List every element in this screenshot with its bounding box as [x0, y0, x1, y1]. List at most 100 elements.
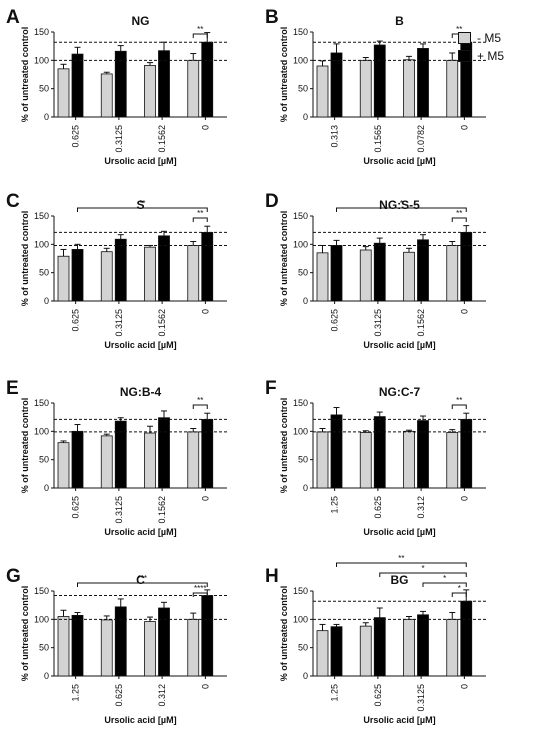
legend: - M5 + M5 [458, 29, 504, 65]
significance-label: * [421, 564, 424, 573]
legend-swatch-minus-m5 [458, 32, 471, 44]
x-axis-label: Ursolic acid [µM] [104, 340, 176, 350]
x-tick-label: 0.1565 [373, 125, 383, 153]
x-tick-label: 0 [459, 496, 469, 501]
significance-label: ** [456, 396, 462, 405]
y-tick-label: 150 [34, 211, 49, 221]
panel-letter: D [265, 191, 279, 212]
panel-letter: E [6, 378, 19, 399]
x-axis-label: Ursolic acid [µM] [104, 156, 176, 166]
y-tick-label: 50 [39, 268, 49, 278]
bar-minus-m5 [403, 618, 415, 677]
panel-letter: B [265, 7, 279, 28]
chart-panel-f: F NG:C-7 0 50 100 150 % of untreated control 1.… [265, 378, 486, 537]
bar-plus-m5 [201, 419, 214, 489]
legend-label-minus-m5: - M5 [477, 31, 501, 45]
bar-minus-m5 [403, 59, 415, 118]
x-tick-label: 0 [200, 684, 210, 689]
x-tick-label: 0.0782 [416, 125, 426, 153]
y-tick-label: 50 [298, 268, 308, 278]
panel-title: B [395, 14, 404, 28]
bar-plus-m5 [417, 48, 429, 118]
bar-minus-m5 [359, 249, 372, 302]
x-tick-label: 0.625 [71, 125, 81, 148]
bar-plus-m5 [158, 417, 170, 489]
significance-label: * [443, 574, 446, 583]
significance-label: ** [197, 396, 203, 405]
legend-item-plus-m5: + M5 [458, 47, 504, 65]
y-axis-label: % of untreated control [20, 211, 30, 307]
x-tick-label: 0.625 [330, 309, 340, 332]
panel-letter: C [6, 191, 20, 212]
significance-label: ** [456, 209, 462, 218]
y-axis-label: % of untreated control [279, 586, 289, 682]
bar-plus-m5 [114, 238, 127, 302]
y-tick-label: 150 [34, 398, 49, 408]
panel-letter: A [6, 7, 20, 28]
bar-plus-m5 [460, 232, 473, 302]
x-tick-label: 0 [459, 684, 469, 689]
significance-bracket [336, 562, 467, 567]
bar-plus-m5 [114, 420, 127, 489]
panel-letter: G [6, 566, 21, 587]
bar-minus-m5 [446, 59, 459, 118]
bar-minus-m5 [57, 442, 70, 489]
bar-plus-m5 [373, 242, 386, 302]
bar-minus-m5 [100, 73, 113, 118]
y-tick-label: 50 [39, 84, 49, 94]
y-axis-label: % of untreated control [20, 398, 30, 494]
x-axis-label: Ursolic acid [µM] [104, 527, 176, 537]
bar-minus-m5 [446, 618, 459, 677]
bar-plus-m5 [330, 414, 343, 489]
bar-plus-m5 [71, 249, 84, 302]
significance-label: ** [456, 25, 462, 34]
bar-plus-m5 [158, 607, 170, 677]
bar-plus-m5 [373, 44, 386, 118]
bar-plus-m5 [417, 420, 429, 489]
y-tick-label: 0 [44, 671, 49, 681]
bar-plus-m5 [417, 614, 429, 677]
y-tick-label: 150 [293, 211, 308, 221]
x-axis-label: Ursolic acid [µM] [104, 715, 176, 725]
bar-minus-m5 [187, 431, 200, 489]
x-tick-label: 1.25 [71, 684, 81, 702]
bar-minus-m5 [359, 625, 372, 677]
bar-plus-m5 [373, 416, 386, 489]
x-tick-label: 0.1562 [416, 309, 426, 337]
x-tick-label: 0.3125 [114, 496, 124, 524]
y-tick-label: 0 [303, 296, 308, 306]
y-tick-label: 150 [293, 27, 308, 37]
significance-label: **** [194, 584, 206, 593]
bar-plus-m5 [330, 52, 343, 118]
significance-bracket [77, 582, 208, 587]
panel-title: C [136, 573, 145, 587]
bar-minus-m5 [144, 65, 156, 118]
y-axis-label: % of untreated control [279, 27, 289, 123]
x-tick-label: 0.625 [373, 496, 383, 519]
x-tick-label: 0.3125 [416, 684, 426, 712]
bar-minus-m5 [359, 432, 372, 489]
y-tick-label: 100 [293, 426, 308, 436]
y-tick-label: 50 [298, 643, 308, 653]
x-tick-label: 0 [200, 309, 210, 314]
significance-label: * [458, 584, 461, 593]
x-tick-label: 0.625 [71, 309, 81, 332]
y-axis-label: % of untreated control [20, 586, 30, 682]
y-tick-label: 50 [298, 455, 308, 465]
bar-minus-m5 [359, 59, 372, 118]
bar-minus-m5 [57, 255, 70, 302]
panel-letter: H [265, 566, 279, 587]
significance-bracket [192, 33, 208, 38]
y-tick-label: 150 [293, 586, 308, 596]
panel-title: NG [132, 14, 150, 28]
x-tick-label: 0 [459, 125, 469, 130]
significance-bracket [451, 404, 467, 409]
y-tick-label: 50 [39, 455, 49, 465]
x-tick-label: 1.25 [330, 684, 340, 702]
x-tick-label: 0.3125 [114, 309, 124, 337]
bar-plus-m5 [71, 430, 84, 489]
y-tick-label: 100 [34, 614, 49, 624]
x-tick-label: 0.1562 [157, 125, 167, 153]
